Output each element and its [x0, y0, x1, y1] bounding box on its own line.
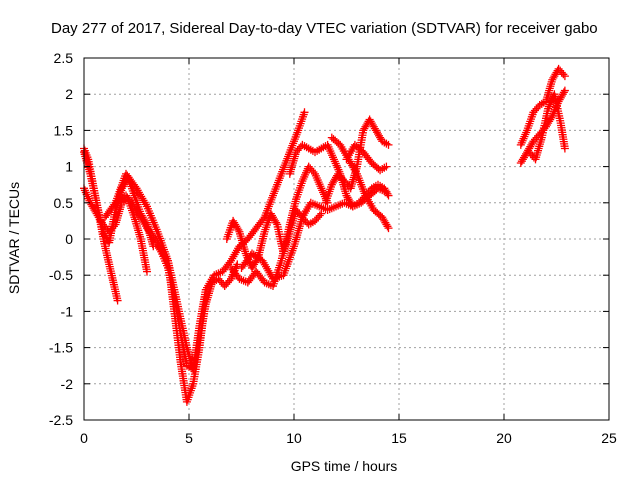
- data-point: [139, 196, 148, 205]
- data-point: [300, 108, 309, 117]
- series-8: [227, 162, 332, 291]
- data-point: [233, 260, 242, 269]
- data-point: [382, 162, 391, 171]
- data-point: [143, 267, 151, 276]
- series-13: [342, 140, 391, 175]
- y-tick-label: 0.5: [54, 195, 74, 211]
- data-point: [140, 198, 149, 207]
- series-16: [525, 90, 569, 164]
- data-point: [260, 260, 269, 269]
- x-tick-label: 10: [286, 430, 302, 446]
- data-point: [137, 192, 146, 201]
- y-axis-title: SDTVAR / TECUs: [6, 182, 22, 294]
- data-point: [140, 220, 149, 229]
- data-point: [137, 214, 146, 223]
- y-tick-label: -2: [61, 376, 74, 392]
- data-point: [214, 269, 223, 278]
- chart-title: Day 277 of 2017, Sidereal Day-to-day VTE…: [51, 20, 598, 37]
- data-point: [264, 266, 273, 275]
- x-axis-title: GPS time / hours: [291, 458, 398, 474]
- data-point: [265, 268, 274, 277]
- data-point: [234, 225, 243, 234]
- series-11: [321, 115, 393, 207]
- data-points: [80, 64, 569, 406]
- data-point: [383, 222, 392, 231]
- series-6: [153, 108, 309, 374]
- data-point: [258, 256, 267, 265]
- data-point: [138, 216, 147, 225]
- data-point: [560, 144, 569, 153]
- data-point: [162, 254, 171, 263]
- x-tick-label: 15: [391, 430, 407, 446]
- data-point: [110, 200, 119, 209]
- x-tick-label: 20: [496, 430, 512, 446]
- series-14: [516, 64, 569, 149]
- data-point: [315, 211, 324, 220]
- data-point: [263, 264, 272, 273]
- data-point: [133, 186, 142, 195]
- data-point: [560, 72, 569, 81]
- y-tick-label: 2.5: [54, 50, 74, 66]
- series-3: [80, 184, 151, 276]
- data-point: [559, 88, 568, 97]
- data-point: [132, 206, 141, 215]
- data-point: [136, 190, 144, 199]
- data-point: [384, 140, 393, 149]
- y-tick-label: -2.5: [49, 412, 73, 428]
- data-point: [383, 189, 392, 198]
- axis-ticks: 0 5 10 15 20 25 -2.5 -2 -1.5 -1 -0.5 0 0.5 1 1.5 2 2.5: [49, 50, 617, 446]
- y-tick-label: -1.5: [49, 340, 73, 356]
- y-tick-label: -1: [61, 303, 74, 319]
- y-tick-label: 1.5: [54, 122, 74, 138]
- data-point: [132, 184, 141, 193]
- data-point: [134, 210, 143, 219]
- data-point: [113, 296, 122, 305]
- y-tick-label: 1: [65, 159, 73, 175]
- x-tick-label: 0: [80, 430, 88, 446]
- data-point: [384, 224, 393, 233]
- data-point: [141, 200, 150, 209]
- data-point: [259, 258, 268, 267]
- data-point: [559, 70, 568, 79]
- data-point: [139, 218, 148, 227]
- x-tick-label: 5: [185, 430, 193, 446]
- data-point: [134, 188, 143, 197]
- y-tick-label: 2: [65, 86, 73, 102]
- x-tick-label: 25: [601, 430, 617, 446]
- y-tick-label: 0: [65, 231, 73, 247]
- data-point: [272, 218, 281, 227]
- data-point: [138, 194, 147, 203]
- data-point: [136, 212, 144, 221]
- data-point: [560, 86, 569, 95]
- data-point: [266, 270, 275, 279]
- data-point: [384, 191, 393, 200]
- data-point: [133, 208, 142, 217]
- data-point: [262, 262, 270, 271]
- y-tick-label: -0.5: [49, 267, 73, 283]
